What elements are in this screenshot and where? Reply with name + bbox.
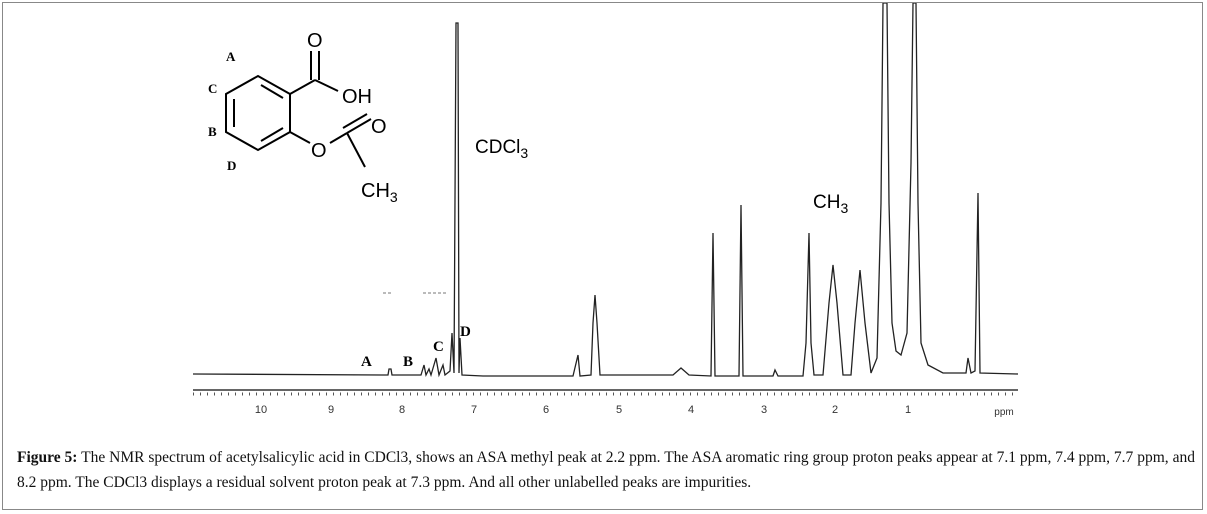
caption: Figure 5: The NMR spectrum of acetylsali… <box>17 445 1195 495</box>
subscript: 3 <box>520 145 528 161</box>
position-label: C <box>208 81 217 96</box>
axis-tick-label: 6 <box>543 404 549 416</box>
spectrum: A B C D CDCl3 CH3 10 9 8 7 6 5 4 3 2 1 p… <box>192 3 1019 418</box>
peak-label: B <box>403 354 413 370</box>
axis-tick-label: 7 <box>471 404 477 416</box>
axis-tick-label: 1 <box>905 404 911 416</box>
axis-unit: ppm <box>994 407 1013 418</box>
solvent-label: CDCl3 <box>475 137 528 161</box>
position-label: B <box>208 124 217 139</box>
peak-label: A <box>361 354 372 370</box>
position-label: D <box>227 158 236 173</box>
molecule <box>225 51 372 168</box>
subscript: 3 <box>840 200 848 216</box>
peak-label: C <box>433 339 444 355</box>
axis-tick-label: 9 <box>328 404 334 416</box>
axis-tick-label: 10 <box>255 404 267 416</box>
atom-label: CH3 <box>361 180 398 205</box>
axis-tick-label: 3 <box>761 404 767 416</box>
axis-tick-label: 2 <box>832 404 838 416</box>
atom-label: OH <box>342 86 372 108</box>
axis-tick-label: 5 <box>616 404 622 416</box>
position-label: A <box>226 49 236 64</box>
axis-tick-label: 8 <box>399 404 405 416</box>
figure-graphic: O OH O O CH3 A C B D A B C D CDCl3 CH3 1… <box>192 3 1019 418</box>
atom-label: CH <box>361 180 390 202</box>
caption-label: Figure 5: <box>17 449 78 466</box>
spectrum-trace <box>192 3 1019 378</box>
caption-text: The NMR spectrum of acetylsalicylic acid… <box>17 449 1195 491</box>
methyl-label: CH3 <box>813 192 848 216</box>
solvent-label: CDCl <box>475 137 520 158</box>
atom-label: O <box>311 140 327 162</box>
atom-label: O <box>371 116 387 138</box>
subscript: 3 <box>390 189 398 205</box>
methyl-label: CH <box>813 192 840 213</box>
peak-label: D <box>460 324 471 340</box>
axis-tick-label: 4 <box>688 404 694 416</box>
atom-label: O <box>307 30 323 52</box>
